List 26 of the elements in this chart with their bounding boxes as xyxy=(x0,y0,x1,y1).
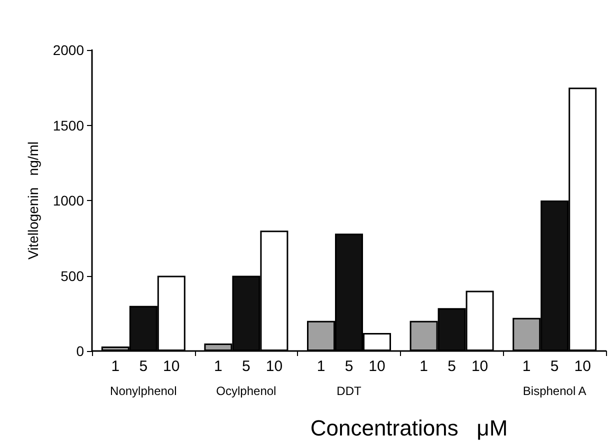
text: 1 xyxy=(316,358,326,375)
text: 1 xyxy=(214,358,222,375)
y-tick-label: 500 xyxy=(60,268,84,284)
x-tick-label: Bisphenol A xyxy=(522,384,586,398)
y-tick-label: 0 xyxy=(76,343,84,359)
y-tick-label: 2000 xyxy=(52,42,84,58)
series-label: 5 xyxy=(139,358,148,375)
x-tick-label: DDT xyxy=(336,384,362,398)
legend-label: 10 xyxy=(266,358,283,375)
x-tick-label: Nonylphenol xyxy=(110,384,177,398)
x-tick-label: Ocylphenol xyxy=(216,384,276,398)
y-axis-title: Vitellogenin ng/ml xyxy=(25,141,41,260)
x-axis-title: Concentrations μM xyxy=(310,416,508,440)
text: 5 xyxy=(242,358,250,375)
series-label: 1 xyxy=(111,358,120,375)
text: 1 xyxy=(420,358,428,375)
text: 10 xyxy=(163,358,180,375)
y-tick-label: 1500 xyxy=(52,117,84,134)
y-tick-label: 1000 xyxy=(52,192,84,208)
text: 10 xyxy=(368,358,386,375)
text: 10 xyxy=(471,358,488,375)
text: 5 xyxy=(344,358,354,375)
text: 1 xyxy=(522,358,531,375)
text: 5 xyxy=(448,358,456,375)
text: 10 xyxy=(574,358,591,375)
text: 5 xyxy=(550,358,559,375)
